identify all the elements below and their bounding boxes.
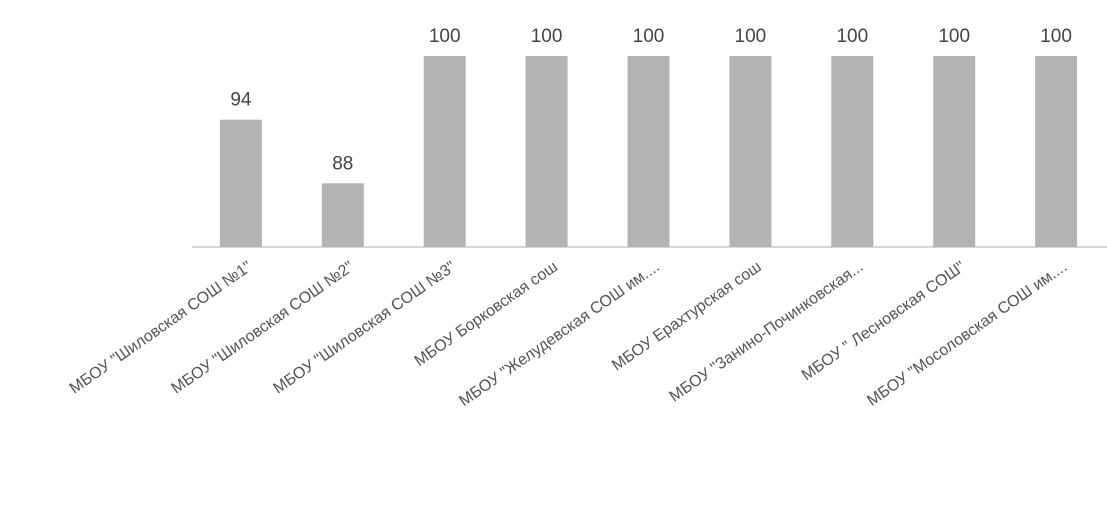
bar-1 (219, 119, 262, 247)
bar-9 (1035, 56, 1078, 247)
data-label-4: 100 (531, 26, 563, 47)
data-label-3: 100 (429, 26, 461, 47)
data-label-2: 88 (332, 153, 353, 174)
bars-group (219, 56, 1078, 247)
data-label-5: 100 (633, 26, 665, 47)
category-label-2: МБОУ "Шиловская СОШ №2" (169, 258, 358, 397)
bar-3 (423, 56, 466, 247)
bar-7 (831, 56, 874, 247)
bar-8 (933, 56, 976, 247)
bar-5 (627, 56, 670, 247)
category-labels-group: МБОУ "Шиловская СОШ №1"МБОУ "Шиловская С… (67, 258, 1071, 410)
category-label-7: МБОУ "Занино-Починковская... (667, 258, 867, 405)
data-labels-group: 94 88 100 100 100 100 100 100 100 (230, 26, 1072, 174)
bar-6 (729, 56, 772, 247)
category-label-9: МБОУ "Мосоловская СОШ им.... (864, 258, 1070, 409)
data-label-7: 100 (836, 26, 868, 47)
category-label-3: МБОУ "Шиловская СОШ №3" (270, 258, 459, 397)
category-label-8: МБОУ " Лесновская СОШ" (799, 258, 969, 384)
bar-4 (525, 56, 568, 247)
data-label-6: 100 (735, 26, 767, 47)
category-label-1: МБОУ "Шиловская СОШ №1" (67, 258, 256, 397)
data-label-1: 94 (230, 90, 252, 111)
bar-2 (321, 183, 364, 247)
data-label-8: 100 (938, 26, 970, 47)
category-label-5: МБОУ "Желудевская СОШ им.... (456, 258, 662, 410)
data-label-9: 100 (1040, 26, 1072, 47)
